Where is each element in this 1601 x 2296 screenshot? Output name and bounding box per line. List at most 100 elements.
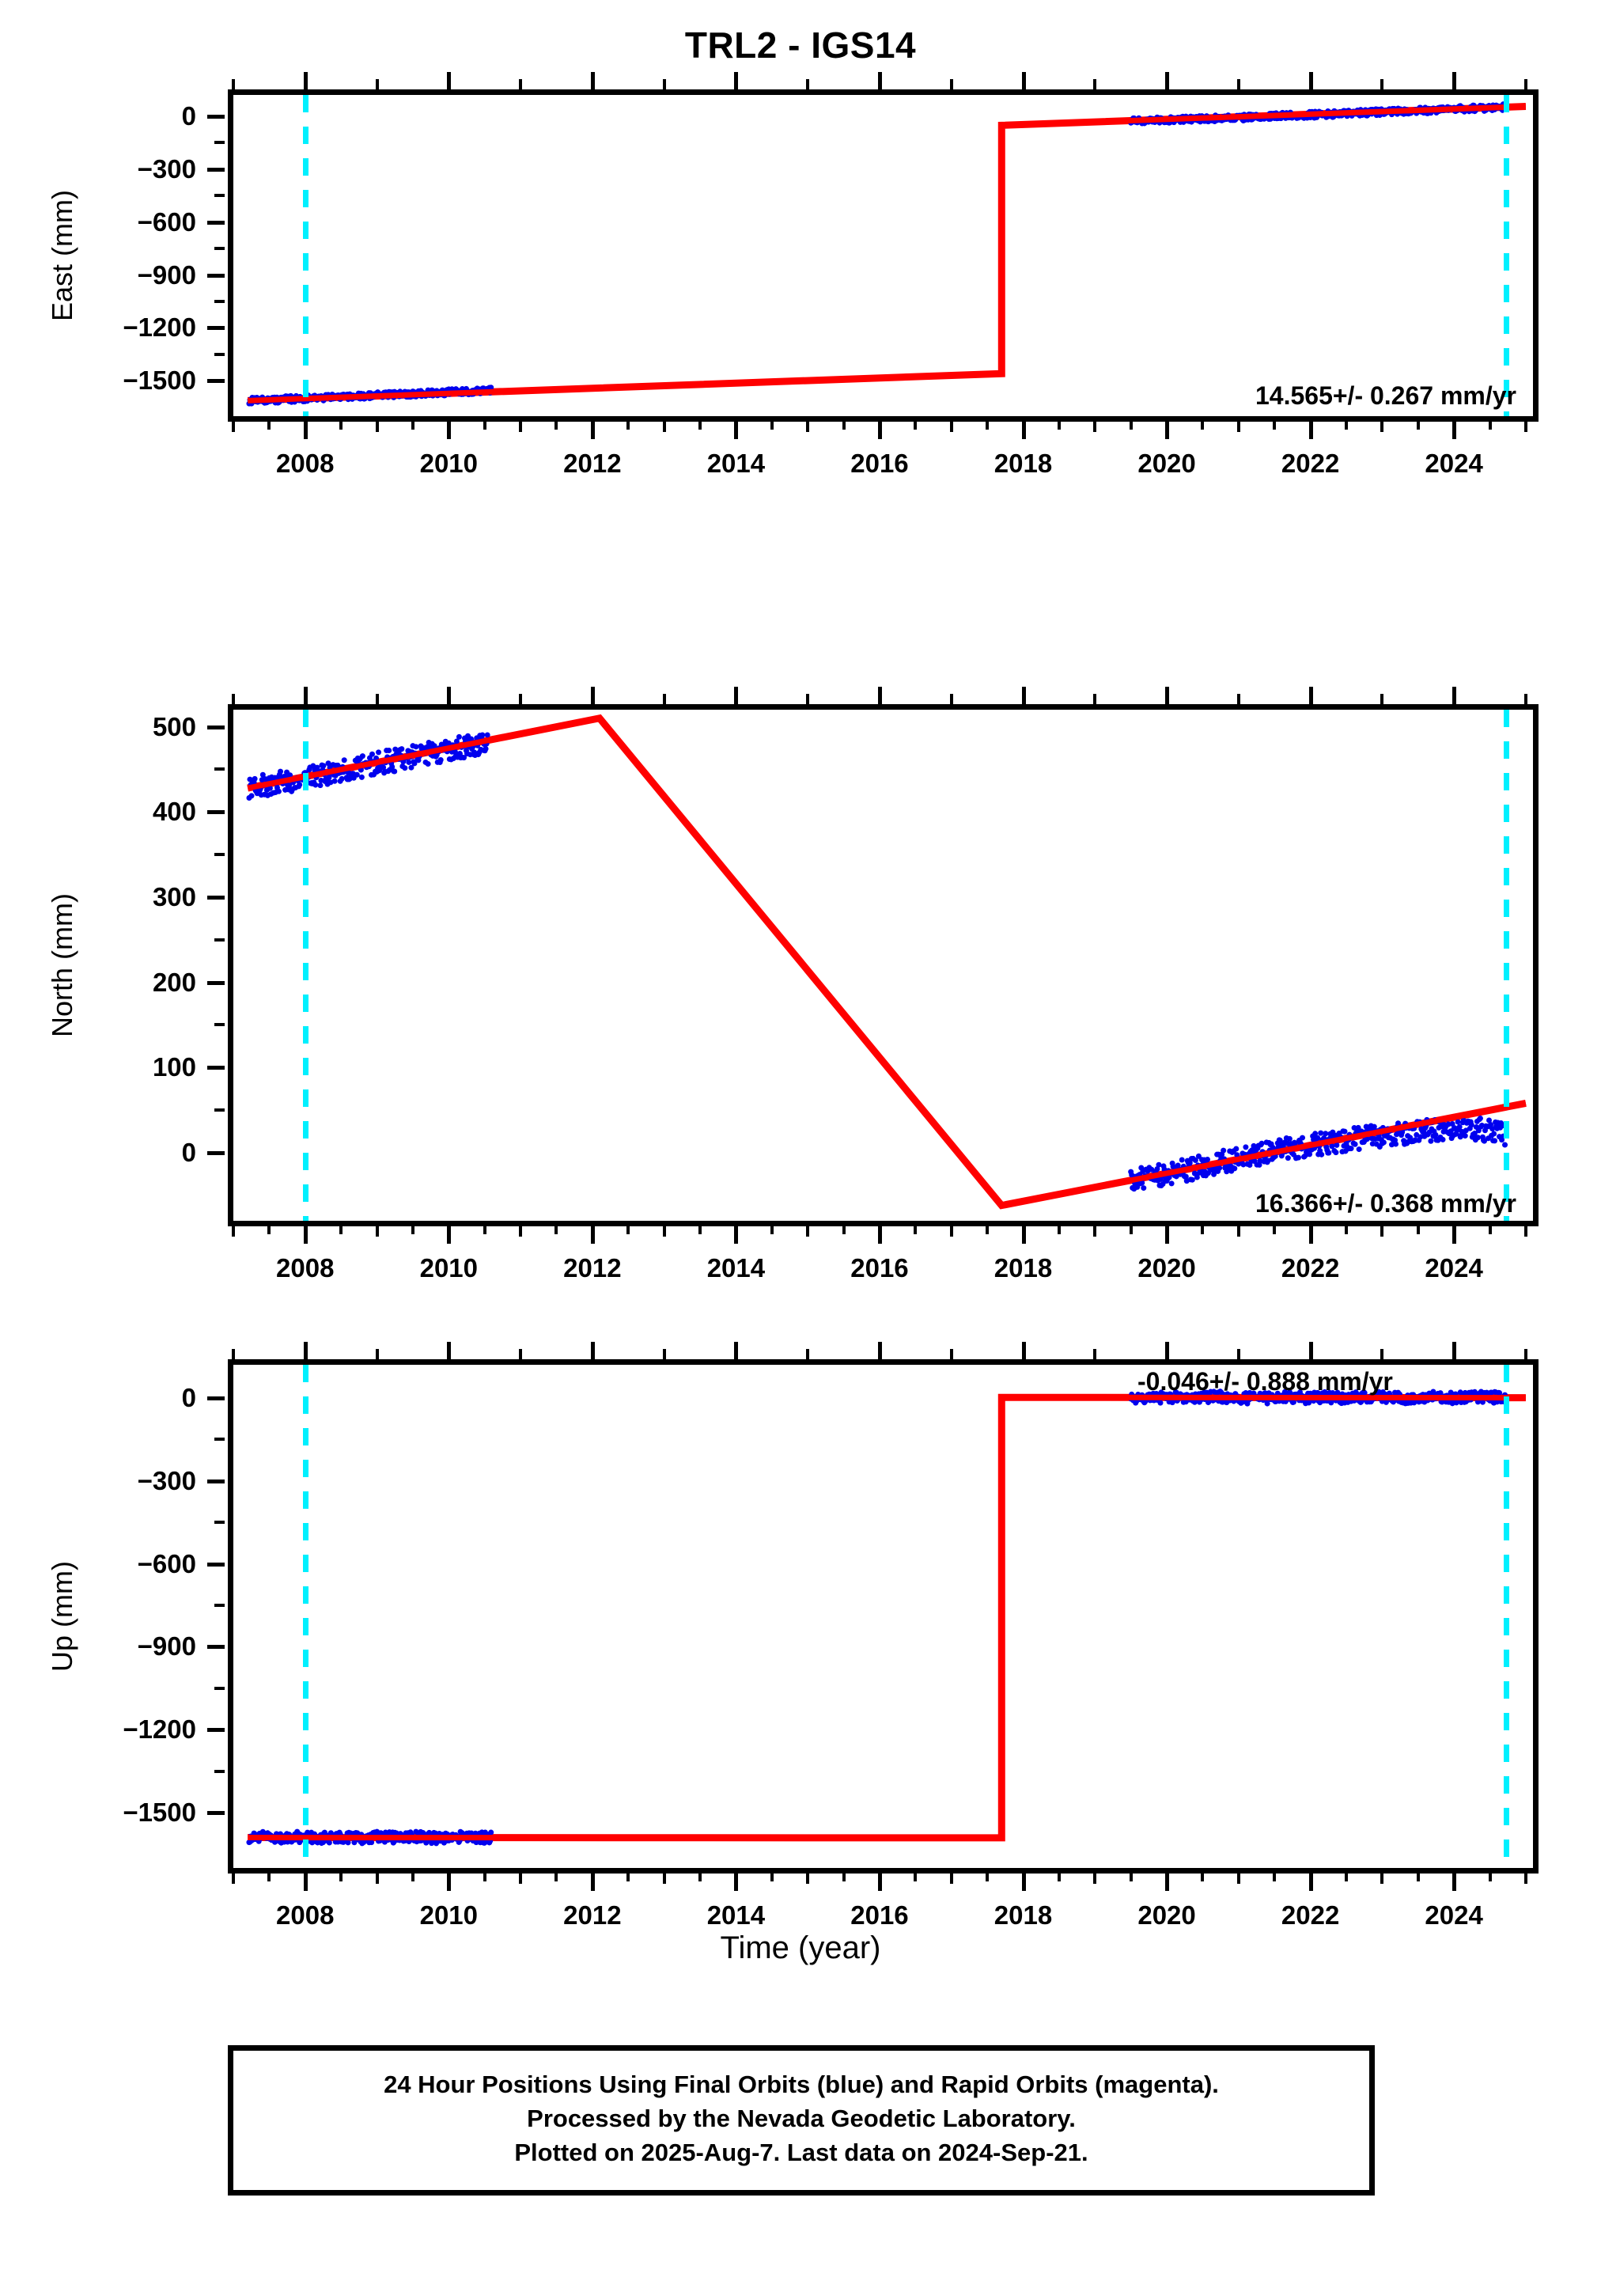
footer-line-1: 24 Hour Positions Using Final Orbits (bl…	[384, 2071, 1219, 2098]
y-tick-major	[207, 810, 225, 815]
y-tick-major	[207, 895, 225, 900]
y-tick-label: −300	[137, 153, 196, 184]
x-tick-major	[303, 1226, 308, 1244]
x-tick-top	[303, 687, 308, 704]
x-tick-minor	[411, 1226, 414, 1234]
x-tick-top	[590, 72, 595, 89]
x-tick-label: 2018	[994, 1253, 1053, 1283]
panel-east-series	[246, 101, 1533, 407]
x-tick-minor	[806, 1226, 810, 1237]
x-tick-top	[303, 72, 308, 89]
x-tick-major	[1165, 1226, 1170, 1244]
x-tick-minor	[914, 1226, 918, 1234]
footer-line-2: Processed by the Nevada Geodetic Laborat…	[527, 2104, 1076, 2132]
x-tick-label: 2020	[1137, 1253, 1196, 1283]
event-marker-2008	[302, 95, 308, 416]
x-tick-label: 2008	[276, 1900, 335, 1930]
x-tick-minor	[842, 1226, 846, 1234]
x-tick-label: 2012	[563, 1900, 622, 1930]
x-tick-minor	[806, 422, 810, 432]
x-tick-top	[806, 694, 810, 704]
x-tick-minor	[375, 1226, 379, 1237]
y-tick-minor	[214, 300, 225, 303]
x-tick-top	[1093, 79, 1097, 89]
x-tick-major	[1165, 1874, 1170, 1891]
x-tick-top	[877, 687, 882, 704]
x-tick-minor	[698, 422, 702, 430]
x-tick-minor	[1129, 1874, 1133, 1881]
x-tick-top	[1021, 72, 1026, 89]
x-tick-top	[734, 1342, 739, 1359]
model-fit-line-top	[248, 1397, 1526, 1838]
y-tick-major	[207, 1811, 225, 1816]
x-tick-major	[1021, 1226, 1026, 1244]
model-fit-line-top	[248, 107, 1526, 401]
x-tick-minor	[770, 1874, 774, 1881]
y-tick-label: −1500	[123, 366, 196, 396]
x-tick-minor	[986, 1874, 990, 1881]
y-tick-label: −1200	[123, 313, 196, 343]
x-tick-top	[1452, 72, 1457, 89]
x-tick-minor	[626, 422, 630, 430]
x-tick-label: 2010	[419, 1253, 479, 1283]
x-tick-minor	[339, 1874, 343, 1881]
x-tick-minor	[1129, 422, 1133, 430]
y-tick-minor	[214, 767, 225, 771]
x-tick-minor	[1057, 422, 1061, 430]
x-tick-minor	[1273, 1226, 1277, 1234]
final-orbit-points	[246, 101, 1508, 407]
panel-up-plot	[233, 1365, 1533, 1868]
x-tick-major	[1452, 1874, 1457, 1891]
x-tick-minor	[1416, 1874, 1420, 1881]
x-tick-top	[734, 72, 739, 89]
x-tick-label: 2014	[706, 449, 766, 478]
x-tick-top	[1308, 687, 1313, 704]
y-tick-minor	[214, 247, 225, 251]
y-tick-label: 0	[181, 1137, 196, 1167]
x-tick-minor	[1416, 1226, 1420, 1234]
model-fit-line-top	[248, 718, 1526, 1206]
x-tick-minor	[519, 1226, 523, 1237]
y-tick-label: 400	[152, 797, 196, 827]
x-tick-top	[877, 72, 882, 89]
x-tick-minor	[1093, 1874, 1097, 1884]
y-tick-minor	[214, 1438, 225, 1442]
y-tick-major	[207, 273, 225, 278]
x-tick-top	[1236, 1349, 1240, 1359]
x-tick-top	[1021, 687, 1026, 704]
x-tick-minor	[986, 1226, 990, 1234]
x-tick-minor	[1523, 1226, 1527, 1237]
x-tick-minor	[375, 422, 379, 432]
x-tick-minor	[1380, 1226, 1384, 1237]
y-tick-major	[207, 1562, 225, 1567]
x-tick-label: 2024	[1425, 1900, 1483, 1930]
y-tick-label: −900	[137, 260, 196, 290]
x-tick-minor	[698, 1874, 702, 1881]
x-tick-minor	[1057, 1874, 1061, 1881]
panel-north-series	[246, 710, 1533, 1221]
x-tick-minor	[1523, 422, 1527, 432]
x-tick-top	[1380, 694, 1384, 704]
x-tick-minor	[483, 1874, 486, 1881]
x-tick-minor	[267, 1874, 271, 1881]
y-tick-minor	[214, 141, 225, 145]
x-tick-major	[877, 1226, 882, 1244]
x-tick-minor	[519, 422, 523, 432]
panel-north: 16.366+/- 0.368 mm/yr 500 400 300 200 100 0 No…	[46, 687, 1539, 1283]
x-tick-top	[375, 79, 379, 89]
panel-north-rate-label: 16.366+/- 0.368 mm/yr	[1255, 1189, 1516, 1218]
y-tick-label: 0	[181, 1382, 196, 1412]
final-orbit-points	[246, 1389, 1508, 1847]
x-tick-label: 2020	[1137, 1900, 1196, 1930]
x-tick-minor	[1488, 1874, 1492, 1881]
x-tick-minor	[232, 422, 235, 432]
x-tick-top	[1093, 694, 1097, 704]
x-tick-minor	[1236, 1226, 1240, 1237]
x-tick-top	[1308, 1342, 1313, 1359]
x-tick-top	[734, 687, 739, 704]
x-tick-minor	[949, 1226, 953, 1237]
x-tick-major	[734, 1226, 739, 1244]
x-tick-label: 2022	[1281, 449, 1340, 478]
y-axis-title: Up (mm)	[46, 1561, 78, 1672]
x-tick-label: 2022	[1281, 1253, 1340, 1283]
